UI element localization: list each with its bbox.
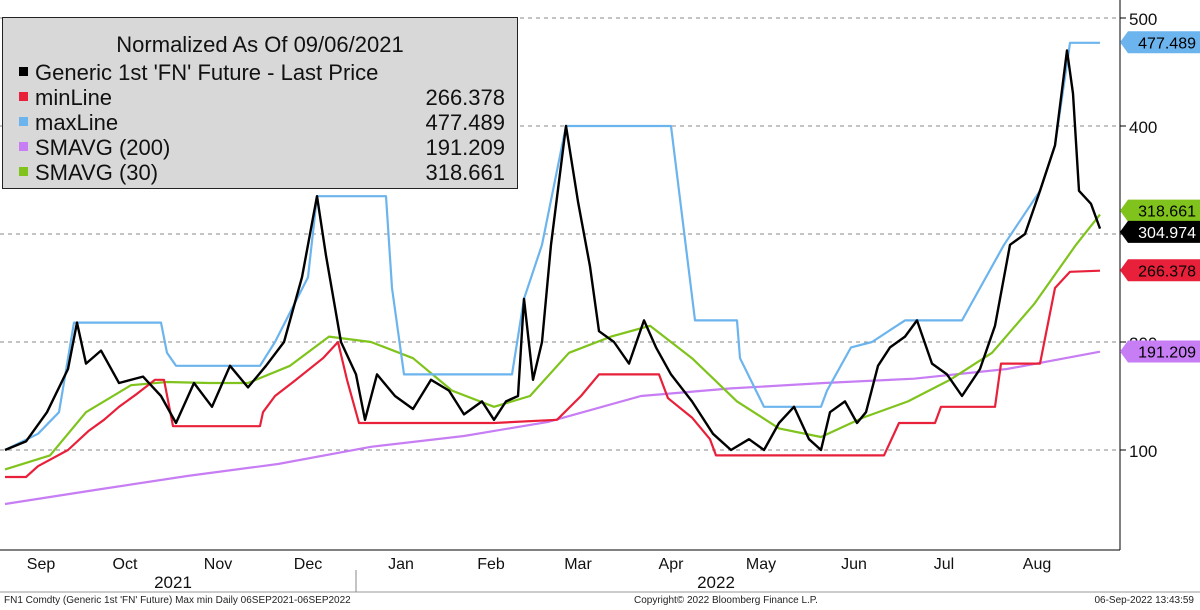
year-label-2022: 2022 (697, 573, 735, 592)
legend-entry-maxline: maxLine 477.489 (19, 110, 505, 135)
footer-timestamp: 06-Sep-2022 13:43:59 (1094, 595, 1194, 606)
x-tick-label-jan: Jan (388, 556, 414, 573)
x-tick-labels: Sep Oct Nov Dec Jan Feb Mar Apr May Jun Jul Aug 2021… (27, 556, 1051, 592)
value-label-smavg-30: 318.661 (1138, 204, 1196, 221)
legend-swatch-maxline (19, 117, 28, 126)
value-label-maxline: 477.489 (1138, 35, 1196, 52)
footer-copyright: Copyright© 2022 Bloomberg Finance L.P. (634, 595, 818, 606)
legend-label-maxline: maxLine (35, 110, 119, 135)
value-label-box-smavg-30 (1120, 199, 1200, 222)
value-label-box-minline (1120, 259, 1200, 282)
x-tick-label-jul: Jul (934, 556, 954, 573)
chart-title: Normalized As Of 09/06/2021 (116, 32, 404, 57)
x-tick-label-jun: Jun (841, 556, 867, 573)
y-tick-label-100: 100 (1129, 442, 1157, 461)
legend-label-smavg200: SMAVG (200) (35, 135, 171, 160)
legend-swatch-minline (19, 92, 28, 101)
value-label-generic-1st-fn-future-last-price: 304.974 (1138, 225, 1196, 242)
legend-entry-smavg200: SMAVG (200) 191.209 (19, 135, 505, 160)
legend-value-maxline: 477.489 (425, 110, 505, 135)
legend-swatch-price (19, 67, 28, 76)
legend-entry-price: Generic 1st 'FN' Future - Last Price (19, 60, 505, 85)
series-line-minline (5, 269, 1101, 479)
x-tick-label-nov: Nov (204, 556, 232, 573)
x-tick-label-aug: Aug (1023, 556, 1051, 573)
series-line-smavg-200 (4, 350, 1101, 506)
series-line-maxline (4, 41, 1100, 451)
legend-label-smavg30: SMAVG (30) (35, 160, 159, 185)
value-label-box-generic-1st-fn-future-last-price (1120, 220, 1200, 243)
footer-source: FN1 Comdty (Generic 1st 'FN' Future) Max… (4, 595, 351, 606)
value-labels: 477.489 318.661 304.974 266.378 191.209 (1120, 31, 1200, 363)
legend-entry-smavg30: SMAVG (30) 318.661 (19, 160, 505, 185)
x-tick-label-dec: Dec (294, 556, 322, 573)
legend-swatch-smavg30 (19, 167, 28, 176)
series-line-generic-1st-fn-future-last-price (4, 49, 1102, 452)
y-tick-label-500: 500 (1129, 10, 1157, 29)
series-line-smavg-30 (4, 213, 1101, 471)
value-label-box-smavg-200 (1120, 340, 1200, 363)
x-tick-label-may: May (746, 556, 776, 573)
legend-swatch-smavg200 (19, 142, 28, 151)
legend: Normalized As Of 09/06/2021 Generic 1st … (2, 17, 518, 189)
year-label-2021: 2021 (154, 573, 192, 592)
x-tick-label-sep: Sep (27, 556, 56, 573)
legend-value-smavg30: 318.661 (425, 160, 505, 185)
value-label-minline: 266.378 (1138, 263, 1196, 280)
legend-label-price: Generic 1st 'FN' Future - Last Price (35, 60, 379, 85)
x-tick-label-feb: Feb (477, 556, 505, 573)
series-lines (4, 41, 1102, 506)
value-label-smavg-200: 191.209 (1138, 344, 1196, 361)
legend-value-smavg200: 191.209 (425, 135, 505, 160)
value-label-box-maxline (1120, 31, 1200, 54)
legend-label-minline: minLine (35, 85, 113, 110)
legend-entry-minline: minLine 266.378 (19, 85, 505, 110)
y-tick-label-400: 400 (1129, 118, 1157, 137)
x-tick-label-apr: Apr (659, 556, 685, 573)
axes (0, 0, 1200, 593)
x-tick-label-oct: Oct (113, 556, 138, 573)
x-tick-label-mar: Mar (564, 556, 592, 573)
legend-value-minline: 266.378 (425, 85, 505, 110)
